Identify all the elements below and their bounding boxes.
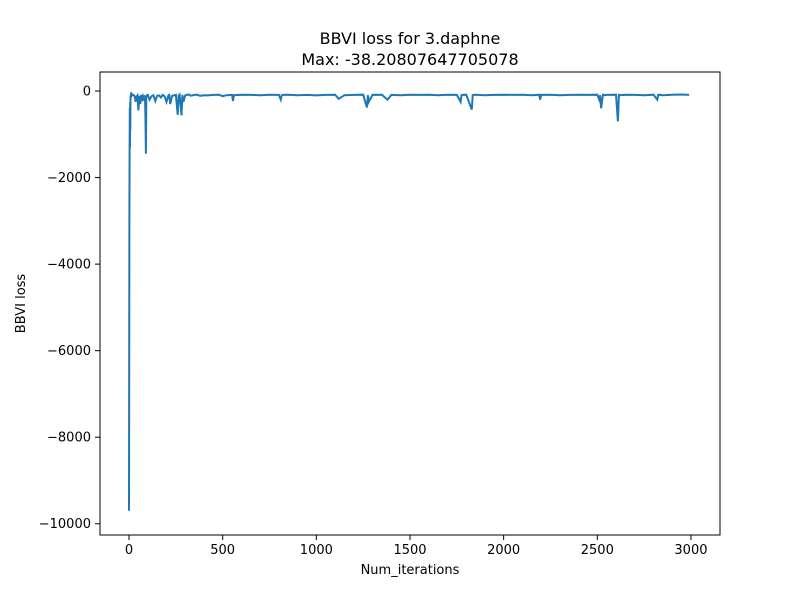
y-axis-label: BBVI loss bbox=[14, 274, 29, 334]
series-line-0 bbox=[128, 91, 690, 511]
x-tick-label: 3000 bbox=[674, 543, 707, 558]
chart-title: BBVI loss for 3.daphne bbox=[320, 29, 501, 48]
y-tick-label: −6000 bbox=[47, 344, 91, 359]
x-axis-ticks: 0 500 1000 1500 2000 2500 3000 bbox=[125, 535, 708, 558]
x-tick-label: 2500 bbox=[581, 543, 614, 558]
chart-subtitle: Max: -38.20807647705078 bbox=[301, 50, 518, 69]
x-tick-label: 500 bbox=[210, 543, 235, 558]
y-tick-label: −10000 bbox=[39, 517, 91, 532]
y-tick-label: 0 bbox=[83, 85, 91, 100]
plot-area bbox=[128, 91, 690, 511]
y-tick-label: −4000 bbox=[47, 258, 91, 273]
y-tick-label: −8000 bbox=[47, 431, 91, 446]
y-axis-ticks: 0 −2000 −4000 −6000 −8000 −10000 bbox=[39, 85, 100, 532]
x-tick-label: 2000 bbox=[487, 543, 520, 558]
x-tick-label: 0 bbox=[125, 543, 133, 558]
x-axis-label: Num_iterations bbox=[361, 563, 460, 578]
axes-frame bbox=[99, 71, 721, 536]
x-tick-label: 1500 bbox=[393, 543, 426, 558]
y-tick-label: −2000 bbox=[47, 171, 91, 186]
x-tick-label: 1000 bbox=[300, 543, 333, 558]
